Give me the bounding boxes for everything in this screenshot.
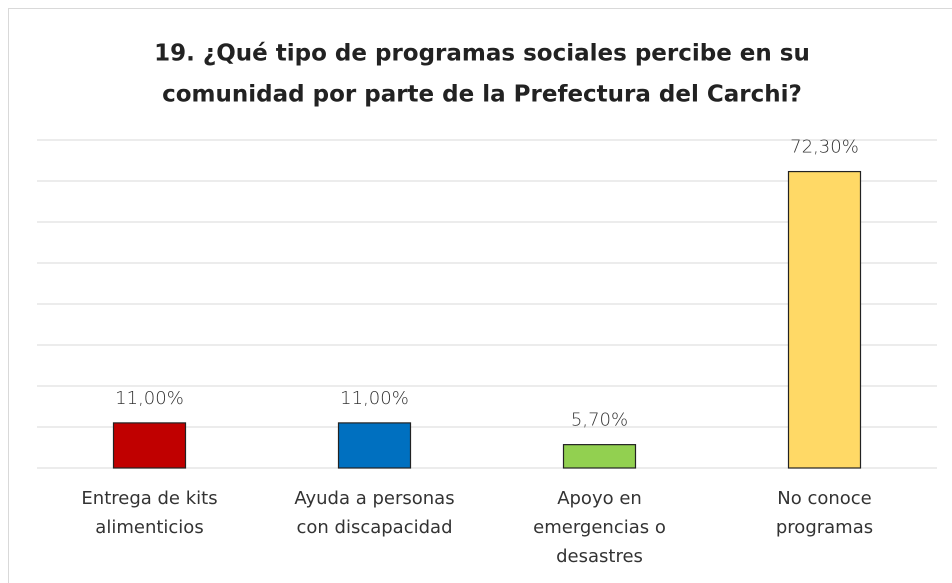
x-tick-label: desastres xyxy=(556,546,643,567)
chart-title: 19. ¿Qué tipo de programas sociales perc… xyxy=(154,41,810,67)
bar xyxy=(787,170,862,469)
bar xyxy=(562,444,637,469)
x-tick-label: Entrega de kits xyxy=(81,488,217,509)
x-tick-label: emergencias o xyxy=(533,517,666,538)
data-label: 72,30% xyxy=(790,137,859,158)
data-label: 11,00% xyxy=(115,388,184,409)
x-tick-label: alimenticios xyxy=(95,517,203,538)
bar xyxy=(112,422,187,469)
chart-title: comunidad por parte de la Prefectura del… xyxy=(162,82,802,108)
x-tick-label: programas xyxy=(776,517,873,538)
x-tick-label: Ayuda a personas xyxy=(294,488,454,509)
x-tick-label: No conoce xyxy=(777,488,872,509)
bar xyxy=(337,422,412,469)
data-label: 5,70% xyxy=(571,410,628,431)
data-label: 11,00% xyxy=(340,388,409,409)
x-tick-label: Apoyo en xyxy=(557,488,642,509)
x-tick-label: con discapacidad xyxy=(296,517,452,538)
